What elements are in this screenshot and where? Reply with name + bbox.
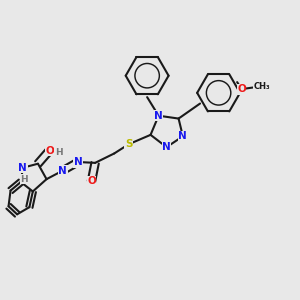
Text: O: O <box>237 84 246 94</box>
Text: N: N <box>18 163 27 173</box>
Text: S: S <box>125 139 132 149</box>
Text: O: O <box>87 176 96 186</box>
Text: O: O <box>45 146 54 156</box>
Text: H: H <box>20 175 28 184</box>
Text: CH₃: CH₃ <box>253 82 270 91</box>
Text: N: N <box>178 131 187 141</box>
Text: N: N <box>58 166 67 176</box>
Text: N: N <box>162 142 171 152</box>
Text: H: H <box>55 148 62 157</box>
Text: N: N <box>154 111 163 121</box>
Text: N: N <box>74 157 82 167</box>
